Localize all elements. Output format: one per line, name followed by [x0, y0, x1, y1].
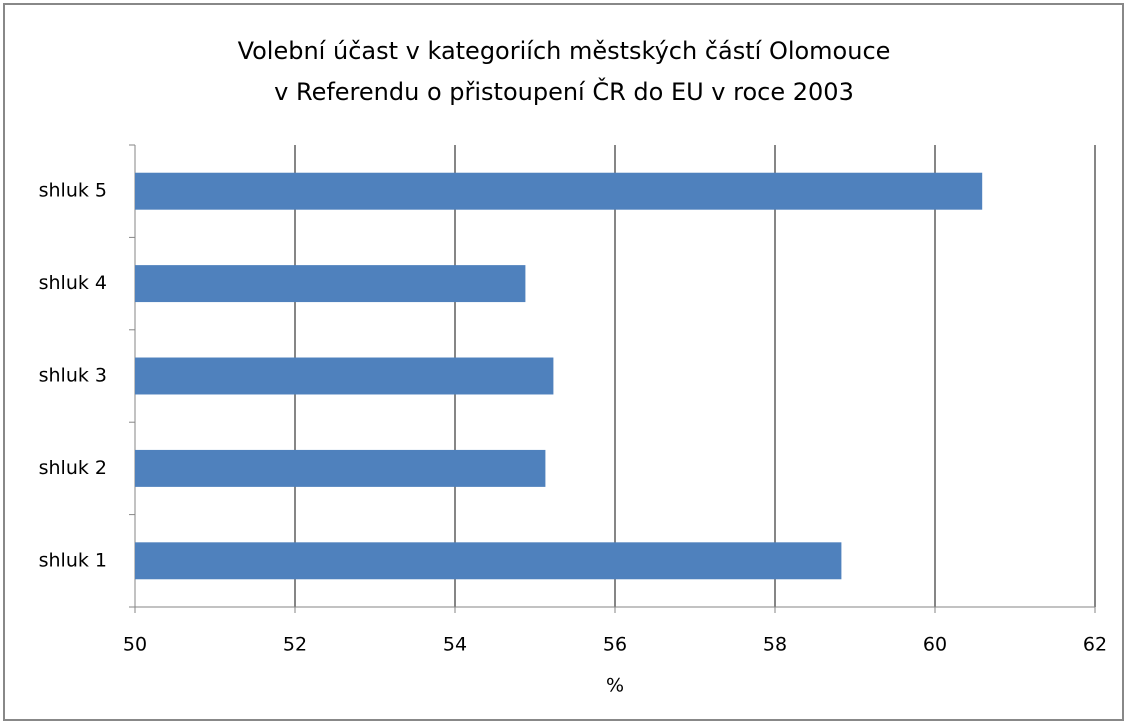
bar [135, 542, 842, 580]
x-tick-label: 52 [283, 634, 307, 656]
bar [135, 449, 546, 487]
chart-title: v Referendu o přistoupení ČR do EU v roc… [274, 76, 854, 106]
y-tick-label: shluk 4 [39, 272, 107, 294]
bar [135, 357, 554, 395]
chart-title: Volební účast v kategoriích městských čá… [238, 37, 891, 65]
x-axis-label: % [606, 675, 624, 697]
x-tick-label: 54 [443, 634, 467, 656]
x-tick-label: 50 [123, 634, 147, 656]
y-tick-label: shluk 5 [39, 180, 107, 202]
y-tick-label: shluk 1 [39, 549, 107, 571]
y-tick-label: shluk 3 [39, 365, 107, 387]
x-tick-label: 58 [763, 634, 787, 656]
bar [135, 172, 983, 210]
bar [135, 265, 526, 303]
x-tick-label: 60 [923, 634, 947, 656]
x-tick-label: 62 [1083, 634, 1107, 656]
x-tick-label: 56 [603, 634, 627, 656]
y-tick-label: shluk 2 [39, 457, 107, 479]
